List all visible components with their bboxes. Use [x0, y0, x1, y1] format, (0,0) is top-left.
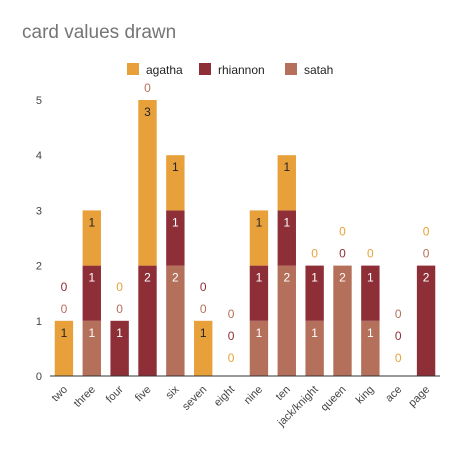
- data-label-agatha: 1: [61, 326, 68, 340]
- bar-satah: [277, 265, 296, 376]
- y-tick-label: 4: [36, 150, 42, 162]
- data-label-rhiannon: 0: [339, 247, 346, 261]
- data-label-satah: 1: [88, 326, 95, 340]
- data-label-agatha: 0: [395, 351, 402, 365]
- x-tick-label: two: [49, 384, 70, 405]
- bar-agatha: [277, 155, 296, 211]
- bar-agatha: [249, 210, 269, 266]
- x-tick-label: three: [72, 384, 98, 410]
- data-label-agatha: 1: [200, 326, 207, 340]
- legend-label-satah: satah: [304, 63, 333, 77]
- data-label-agatha: 1: [256, 215, 263, 229]
- x-tick-label: page: [406, 384, 432, 410]
- data-label-agatha: 0: [367, 247, 374, 261]
- data-label-agatha: 1: [283, 160, 290, 174]
- bar-satah: [333, 265, 352, 376]
- data-label-satah: 0: [228, 307, 235, 321]
- data-label-agatha: 0: [339, 225, 346, 239]
- bar-agatha: [166, 155, 185, 211]
- bar-rhiannon: [166, 210, 185, 266]
- x-tick-label: king: [354, 384, 377, 407]
- data-label-satah: 1: [311, 326, 318, 340]
- y-tick-label: 3: [36, 205, 42, 217]
- data-label-rhiannon: 1: [88, 271, 95, 285]
- data-label-rhiannon: 0: [200, 280, 207, 294]
- data-label-satah: 0: [116, 302, 123, 316]
- y-tick-label: 0: [36, 371, 42, 383]
- legend-swatch-rhiannon: [199, 63, 211, 75]
- x-tick-label: seven: [180, 384, 209, 413]
- y-tick-label: 1: [36, 316, 42, 328]
- bar-rhiannon: [361, 265, 380, 321]
- data-label-agatha: 3: [144, 105, 151, 119]
- bar-agatha: [138, 100, 157, 266]
- data-label-satah: 1: [367, 326, 374, 340]
- bar-agatha: [54, 320, 74, 376]
- data-label-satah: 2: [172, 271, 179, 285]
- bar-rhiannon: [110, 320, 129, 376]
- data-label-agatha: 0: [116, 280, 123, 294]
- bar-rhiannon: [416, 265, 436, 376]
- bar-rhiannon: [82, 265, 101, 321]
- x-tick-label: four: [104, 383, 126, 405]
- data-label-rhiannon: 1: [283, 215, 290, 229]
- data-label-rhiannon: 1: [172, 215, 179, 229]
- data-label-agatha: 1: [172, 160, 179, 174]
- data-label-rhiannon: 1: [367, 271, 374, 285]
- data-label-rhiannon: 1: [116, 326, 123, 340]
- y-tick-label: 2: [36, 261, 42, 273]
- legend-label-rhiannon: rhiannon: [218, 63, 265, 77]
- bar-rhiannon: [277, 210, 296, 266]
- data-label-agatha: 0: [423, 225, 430, 239]
- x-tick-label: ace: [383, 384, 404, 405]
- data-label-satah: 0: [423, 247, 430, 261]
- data-label-rhiannon: 0: [395, 329, 402, 343]
- chart-title: card values drawn: [22, 22, 177, 43]
- data-label-satah: 2: [283, 271, 290, 285]
- x-tick-label: nine: [242, 384, 265, 407]
- bar-satah: [305, 320, 324, 376]
- data-label-rhiannon: 0: [61, 280, 68, 294]
- x-tick-label: queen: [319, 384, 349, 414]
- x-tick-label: ten: [274, 384, 293, 403]
- data-label-satah: 0: [61, 302, 68, 316]
- bar-satah: [82, 320, 101, 376]
- bar-satah: [249, 320, 269, 376]
- x-tick-label: five: [133, 384, 154, 405]
- data-label-satah: 0: [144, 81, 151, 95]
- data-label-satah: 0: [200, 302, 207, 316]
- x-tick-label: eight: [212, 384, 237, 409]
- bar-satah: [361, 320, 380, 376]
- data-label-satah: 0: [395, 307, 402, 321]
- bar-agatha: [82, 210, 101, 266]
- bar-rhiannon: [305, 265, 324, 321]
- bar-agatha: [194, 320, 213, 376]
- data-label-satah: 2: [339, 271, 346, 285]
- x-tick-label: six: [163, 383, 181, 401]
- data-label-rhiannon: 2: [423, 271, 430, 285]
- legend-swatch-satah: [285, 63, 297, 75]
- bar-rhiannon: [138, 265, 157, 376]
- bar-rhiannon: [249, 265, 269, 321]
- data-label-rhiannon: 1: [311, 271, 318, 285]
- data-label-rhiannon: 2: [144, 271, 151, 285]
- legend-label-agatha: agatha: [146, 63, 183, 77]
- data-label-agatha: 1: [88, 215, 95, 229]
- data-label-rhiannon: 1: [256, 271, 263, 285]
- data-label-agatha: 0: [228, 351, 235, 365]
- data-label-agatha: 0: [311, 247, 318, 261]
- data-label-satah: 1: [256, 326, 263, 340]
- data-label-rhiannon: 0: [228, 329, 235, 343]
- legend-swatch-agatha: [127, 63, 139, 75]
- y-tick-label: 5: [36, 95, 42, 107]
- bar-satah: [166, 265, 185, 376]
